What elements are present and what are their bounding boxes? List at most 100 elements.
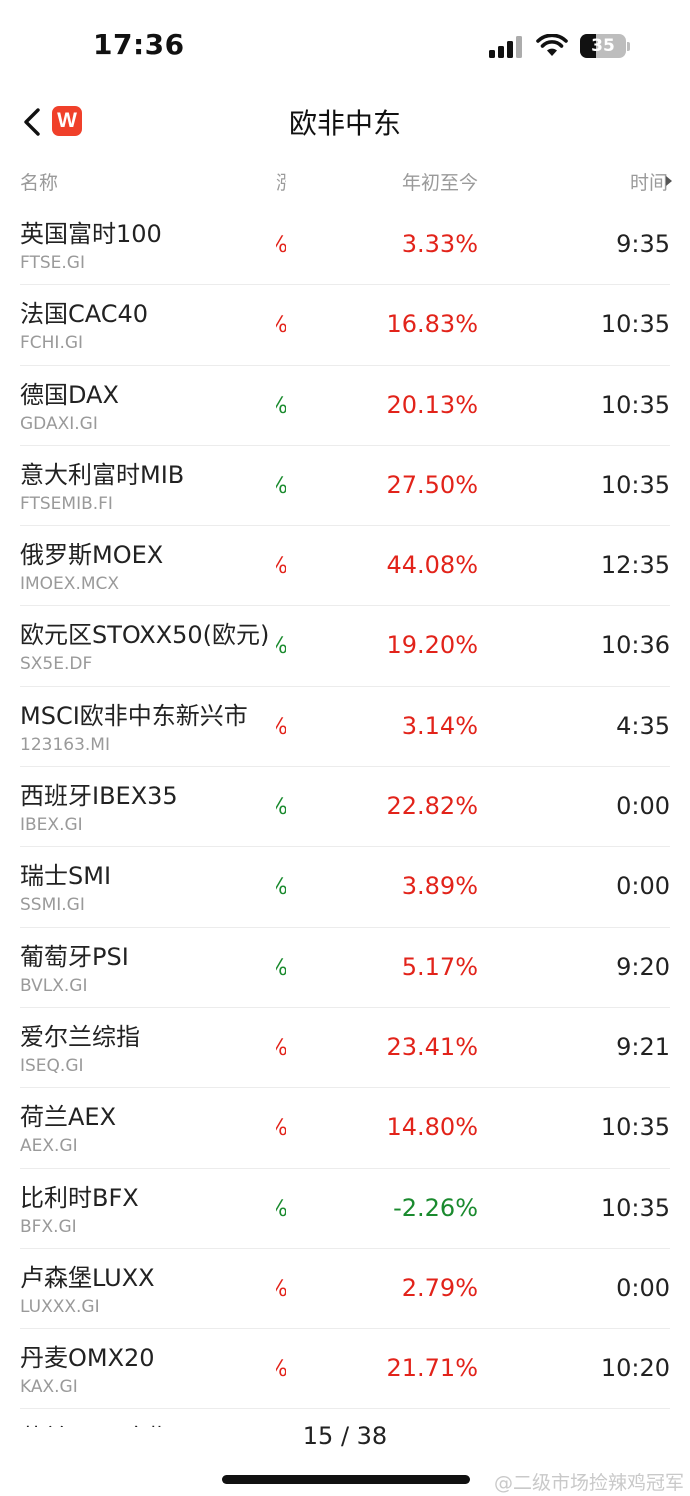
- index-name: 荷兰AEX: [20, 1103, 117, 1132]
- index-name: 法国CAC40: [20, 300, 149, 329]
- index-name: MSCI欧非中东新兴市: [20, 701, 248, 730]
- index-code: BFX.GI: [20, 1216, 77, 1237]
- table-row[interactable]: 西班牙IBEX35 IBEX.GI% 22.82% 0:00: [20, 767, 670, 848]
- change-cell-clipped: %: [276, 313, 286, 338]
- table-row[interactable]: 欧元区STOXX50(欧元) SX5E.DF% 19.20% 10:36: [20, 606, 670, 687]
- status-bar: 17:36 35: [0, 0, 690, 96]
- table-row[interactable]: 俄罗斯MOEX IMOEX.MCX% 44.08% 12:35: [20, 526, 670, 607]
- change-cell-clipped: %: [276, 554, 286, 579]
- change-cell-clipped: %: [276, 1197, 286, 1222]
- ytd-change: 23.41%: [386, 1032, 478, 1061]
- change-value-fragment: %: [276, 875, 286, 900]
- update-time: 0:00: [616, 872, 670, 901]
- table-row[interactable]: 意大利富时MIB FTSEMIB.FI% 27.50% 10:35: [20, 446, 670, 527]
- change-value-fragment: %: [276, 795, 286, 820]
- change-cell-clipped: %: [276, 634, 286, 659]
- change-value-fragment: %: [276, 634, 286, 659]
- ytd-change: 20.13%: [386, 390, 478, 419]
- table-row[interactable]: 瑞士SMI SSMI.GI% 3.89% 0:00: [20, 847, 670, 928]
- column-change-header[interactable]: 涨幅: [276, 172, 286, 194]
- update-time: 9:21: [616, 1032, 670, 1061]
- index-code: GDAXI.GI: [20, 413, 98, 434]
- change-cell-clipped: %: [276, 875, 286, 900]
- index-name: 丹麦OMX20: [20, 1344, 155, 1373]
- scroll-right-arrow-icon[interactable]: [666, 176, 672, 186]
- change-value-fragment: %: [276, 1277, 286, 1302]
- status-time: 17:36: [93, 28, 185, 61]
- index-code: SX5E.DF: [20, 654, 93, 675]
- index-code: FTSE.GI: [20, 253, 85, 273]
- index-name: 欧元区STOXX50(欧元): [20, 621, 270, 650]
- change-value-fragment: %: [276, 1036, 286, 1061]
- change-value-fragment: %: [276, 1197, 286, 1222]
- battery-level: [580, 34, 597, 58]
- table-row[interactable]: 荷兰AEX AEX.GI% 14.80% 10:35: [20, 1088, 670, 1169]
- change-value-fragment: %: [276, 1357, 286, 1382]
- table-row[interactable]: 爱尔兰综指 ISEQ.GI% 23.41% 9:21: [20, 1008, 670, 1089]
- change-value-fragment: %: [276, 394, 286, 419]
- change-cell-clipped: %: [276, 1116, 286, 1141]
- home-indicator[interactable]: [222, 1475, 470, 1484]
- wifi-icon: [536, 34, 568, 56]
- change-cell-clipped: %: [276, 1277, 286, 1302]
- update-time: 9:35: [616, 230, 670, 258]
- change-value-fragment: %: [276, 554, 286, 579]
- index-name: 爱尔兰综指: [20, 1022, 140, 1051]
- ytd-change: 3.33%: [401, 230, 478, 258]
- index-code: BVLX.GI: [20, 975, 88, 996]
- index-name: 比利时BFX: [20, 1183, 139, 1212]
- update-time: 10:35: [600, 470, 670, 499]
- ytd-change: 16.83%: [386, 310, 478, 339]
- update-time: 10:35: [600, 310, 670, 339]
- index-name: 西班牙IBEX35: [20, 782, 178, 811]
- ytd-change: 44.08%: [386, 551, 478, 580]
- table-row[interactable]: 葡萄牙PSI BVLX.GI% 5.17% 9:20: [20, 928, 670, 1008]
- ytd-change: 22.82%: [386, 792, 478, 821]
- ytd-change: 14.80%: [386, 1113, 478, 1142]
- ytd-change: 2.79%: [401, 1273, 478, 1302]
- change-value-fragment: %: [276, 956, 286, 981]
- watermark: @二级市场捡辣鸡冠军: [493, 1472, 684, 1494]
- change-cell-clipped: %: [276, 1036, 286, 1061]
- page-indicator: 15 / 38: [302, 1422, 388, 1450]
- index-code: AEX.GI: [20, 1136, 78, 1157]
- index-name: 瑞士SMI: [20, 862, 112, 891]
- change-cell-clipped: %: [276, 1357, 286, 1382]
- update-time: 10:35: [600, 1193, 670, 1222]
- table-row[interactable]: 英国富时100 FTSE.GI% 3.33% 9:35: [20, 205, 670, 286]
- page-title: 欧非中东: [288, 107, 401, 140]
- table-row[interactable]: 芬兰OMX全指: [20, 1409, 670, 1427]
- index-name: 芬兰OMX全指: [20, 1418, 276, 1427]
- column-time-header[interactable]: 时间: [629, 172, 668, 194]
- index-code: FTSEMIB.FI: [20, 493, 113, 514]
- index-code: ISEQ.GI: [20, 1055, 84, 1076]
- ytd-change: -2.26%: [393, 1193, 478, 1222]
- index-code: KAX.GI: [20, 1377, 78, 1398]
- update-time: 10:35: [600, 390, 670, 419]
- index-name: 俄罗斯MOEX: [20, 541, 164, 570]
- index-code: SSMI.GI: [20, 895, 85, 916]
- column-ytd-header[interactable]: 年初至今: [401, 172, 478, 194]
- change-value-fragment: %: [276, 1116, 286, 1141]
- update-time: 0:00: [616, 792, 670, 821]
- table-row[interactable]: 丹麦OMX20 KAX.GI% 21.71% 10:20: [20, 1329, 670, 1410]
- table-row[interactable]: 比利时BFX BFX.GI% -2.26% 10:35: [20, 1169, 670, 1249]
- app-logo-icon[interactable]: W: [52, 106, 82, 136]
- battery-percent: 35: [591, 36, 615, 56]
- table-row[interactable]: 法国CAC40 FCHI.GI% 16.83% 10:35: [20, 285, 670, 366]
- table-row[interactable]: 卢森堡LUXX LUXXX.GI% 2.79% 0:00: [20, 1249, 670, 1330]
- change-cell-clipped: %: [276, 233, 286, 258]
- change-value-fragment: %: [276, 313, 286, 338]
- table-row[interactable]: MSCI欧非中东新兴市 123163.MI% 3.14% 4:35: [20, 687, 670, 768]
- change-value-fragment: %: [276, 474, 286, 499]
- index-name: 英国富时100: [20, 220, 162, 248]
- update-time: 4:35: [616, 711, 670, 740]
- table-row[interactable]: 德国DAX GDAXI.GI% 20.13% 10:35: [20, 366, 670, 446]
- index-list[interactable]: 英国富时100 FTSE.GI% 3.33% 9:35 法国CAC40 FCHI.GI% 1…: [0, 205, 690, 1427]
- back-button[interactable]: [16, 102, 50, 142]
- update-time: 0:00: [616, 1273, 670, 1302]
- column-name-header[interactable]: 名称: [20, 172, 59, 194]
- index-name: 德国DAX: [20, 380, 119, 409]
- ytd-change: 27.50%: [386, 470, 478, 499]
- ytd-change: 5.17%: [401, 952, 478, 981]
